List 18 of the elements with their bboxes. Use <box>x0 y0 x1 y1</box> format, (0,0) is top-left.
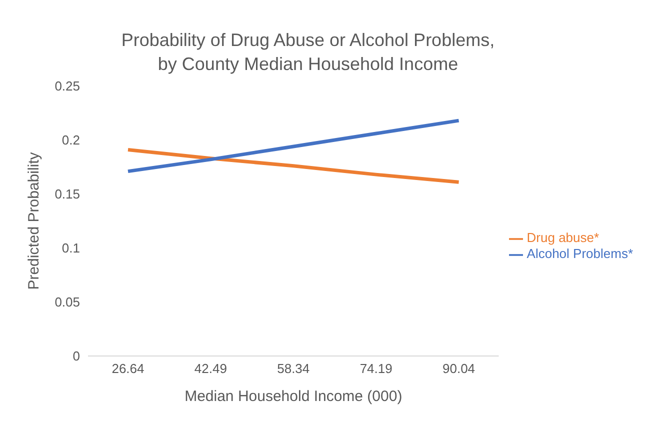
line-series <box>126 118 461 174</box>
y-tick-label: 0 <box>72 348 80 364</box>
legend-label: Alcohol Problems* <box>526 246 633 261</box>
x-tick-label: 42.49 <box>194 361 227 376</box>
legend-label: Drug abuse* <box>526 230 600 246</box>
x-tick-label: 74.19 <box>360 361 392 376</box>
x-tick-label: 26.64 <box>112 361 144 376</box>
x-tick-label: 90.04 <box>442 361 476 376</box>
y-tick-label: 0.05 <box>54 294 80 310</box>
x-axis-title: Median Household Income (000) <box>184 388 402 405</box>
y-tick-label: 0.15 <box>54 186 80 202</box>
line-series <box>126 148 461 184</box>
y-tick-label: 0.25 <box>54 78 80 94</box>
y-axis-title: Predicted Probability <box>25 152 42 290</box>
chart-title: Probability of Drug Abuse or Alcohol Problems, by County Median Household Income <box>120 29 496 76</box>
y-tick-label: 0.2 <box>62 132 80 148</box>
y-tick-label: 0.1 <box>62 240 80 256</box>
x-tick-label: 58.34 <box>277 361 310 376</box>
